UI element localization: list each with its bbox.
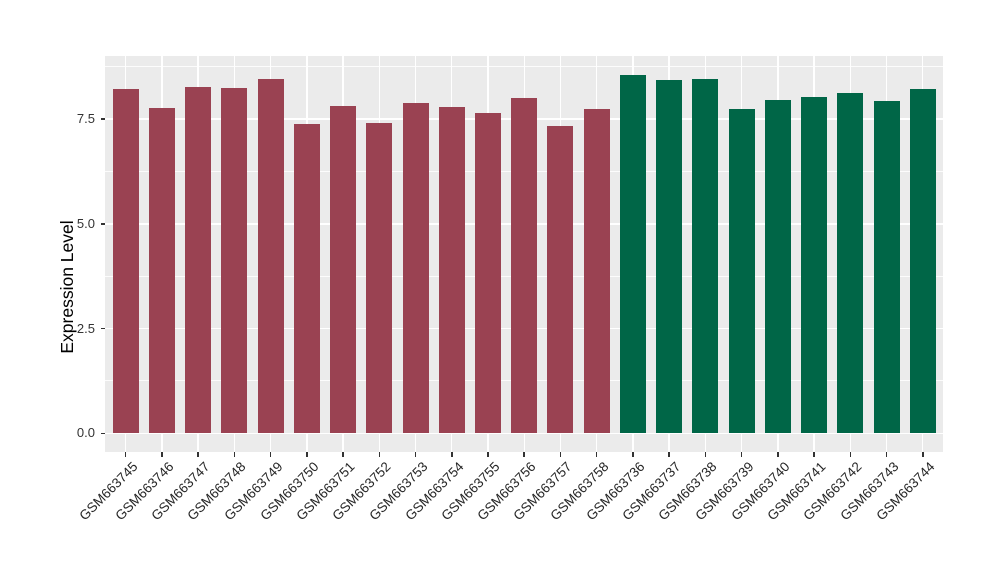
x-tick [161, 452, 163, 457]
bar-gsm663758 [583, 108, 610, 434]
bar-gsm663750 [293, 123, 320, 434]
x-tick [487, 452, 489, 457]
x-tick [559, 452, 562, 457]
y-tick [100, 223, 105, 225]
x-tick [813, 452, 815, 457]
bar-gsm663743 [873, 101, 900, 434]
x-tick [233, 452, 236, 457]
bar-gsm663756 [511, 98, 538, 434]
bar-gsm663749 [257, 79, 284, 434]
x-tick [777, 452, 779, 457]
y-tick [100, 327, 105, 330]
x-tick [378, 452, 381, 457]
bar-gsm663736 [619, 75, 646, 434]
x-tick [450, 452, 453, 457]
bar-gsm663737 [656, 79, 683, 434]
x-tick [595, 452, 598, 457]
x-tick [523, 452, 526, 457]
bar-gsm663757 [547, 126, 574, 434]
y-axis-title: Expression Level [57, 220, 77, 354]
y-tick [100, 118, 105, 120]
plot-panel [105, 56, 943, 452]
y-tick-label: 7.5 [76, 111, 95, 127]
bar-gsm663754 [438, 107, 465, 434]
bar-gsm663747 [185, 87, 212, 434]
y-tick-label: 2.5 [76, 320, 95, 336]
x-tick [306, 452, 308, 457]
x-tick [849, 452, 852, 457]
bar-gsm663740 [764, 100, 791, 434]
bar-gsm663748 [221, 87, 248, 434]
bar-gsm663751 [330, 105, 357, 434]
bar-gsm663744 [909, 88, 936, 434]
gridline-minor [105, 66, 943, 68]
bar-gsm663741 [801, 96, 828, 434]
x-tick [885, 452, 888, 457]
x-tick [668, 452, 670, 457]
y-tick [100, 432, 105, 435]
bar-gsm663755 [475, 112, 501, 434]
y-tick-label: 0.0 [76, 425, 95, 441]
bar-gsm663753 [402, 102, 429, 434]
gridline-major [105, 432, 943, 435]
x-tick [124, 452, 127, 457]
x-tick [632, 452, 634, 457]
bar-gsm663745 [112, 88, 139, 434]
x-tick [197, 452, 199, 457]
bar-gsm663739 [728, 109, 755, 434]
bar-gsm663738 [692, 78, 719, 434]
x-tick [269, 452, 272, 457]
x-tick [342, 452, 344, 457]
y-tick-label: 5.0 [76, 215, 95, 231]
bar-gsm663742 [837, 93, 864, 434]
bar-gsm663752 [366, 123, 393, 434]
bar-gsm663746 [148, 107, 175, 434]
x-tick [921, 452, 924, 457]
x-tick [414, 452, 417, 457]
x-tick [704, 452, 707, 457]
x-tick [740, 452, 743, 457]
